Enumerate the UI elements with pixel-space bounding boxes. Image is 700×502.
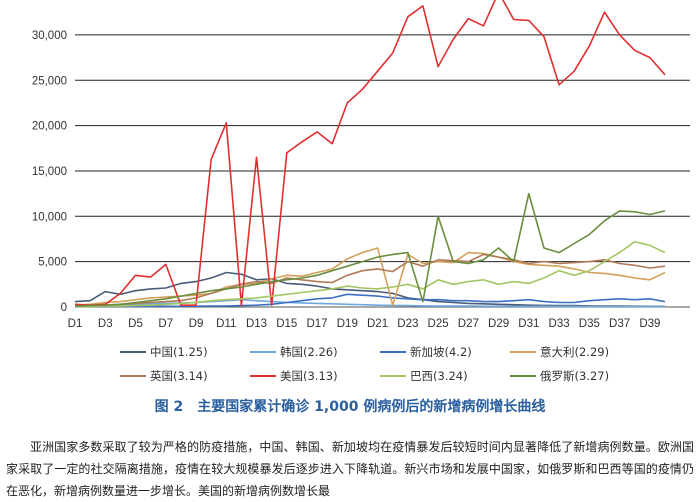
series-line [75, 293, 666, 308]
legend-item: 新加坡(4.2) [380, 344, 510, 360]
y-tick-label: 0 [61, 302, 67, 314]
x-tick-label: D23 [397, 318, 418, 330]
legend-label: 新加坡(4.2) [410, 345, 472, 359]
x-tick-label: D3 [98, 318, 113, 330]
x-tick-label: D25 [428, 318, 449, 330]
x-tick-label: D19 [337, 318, 358, 330]
series-line [74, 0, 666, 307]
legend-row: 英国(3.14) 美国(3.13) 巴西(3.24) 俄罗斯(3.27) [120, 364, 640, 388]
legend-swatch [250, 351, 276, 353]
y-tick-label: 20,000 [32, 121, 67, 133]
x-tick-label: D35 [579, 318, 600, 330]
x-tick-label: D13 [246, 318, 267, 330]
series-lines [74, 0, 666, 308]
x-tick-label: D21 [367, 318, 388, 330]
x-tick-label: D15 [276, 318, 297, 330]
legend-item: 中国(1.25) [120, 344, 250, 360]
legend-label: 美国(3.13) [280, 369, 338, 383]
x-tick-label: D27 [458, 318, 479, 330]
y-axis-tick-labels: 0 5,000 10,000 15,000 20,000 25,000 30,000 [32, 30, 67, 314]
x-tick-label: D37 [609, 318, 630, 330]
legend-swatch [380, 375, 406, 377]
y-tick-label: 25,000 [32, 75, 67, 87]
x-tick-label: D11 [216, 318, 236, 330]
y-tick-label: 5,000 [38, 257, 67, 269]
series-line [74, 192, 666, 307]
series-line [75, 240, 666, 308]
legend-swatch [380, 351, 406, 353]
legend-label: 中国(1.25) [150, 345, 208, 359]
x-tick-label: D29 [488, 318, 509, 330]
legend-swatch [250, 375, 276, 377]
chart-legend: 中国(1.25) 韩国(2.26) 新加坡(4.2) 意大利(2.29) 英国(3.14… [120, 340, 640, 388]
y-tick-label: 10,000 [32, 211, 67, 223]
legend-item: 英国(3.14) [120, 368, 250, 384]
x-tick-label: D39 [639, 318, 660, 330]
x-tick-label: D17 [306, 318, 327, 330]
legend-label: 意大利(2.29) [540, 345, 610, 359]
x-tick-label: D9 [189, 318, 204, 330]
legend-item: 美国(3.13) [250, 368, 380, 384]
body-paragraph: 亚洲国家多数采取了较为严格的防疫措施，中国、韩国、新加坡均在疫情暴发后较短时间内… [6, 440, 694, 498]
legend-swatch [120, 375, 146, 377]
legend-item: 意大利(2.29) [510, 344, 640, 360]
series-line [74, 247, 666, 307]
legend-swatch [120, 351, 146, 353]
x-axis-tick-labels: D1 D3 D5 D7 D9 D11 D13 D15 D17 D19 D21 D23 D25 D27 D29… [68, 318, 661, 330]
legend-label: 韩国(2.26) [280, 345, 338, 359]
x-tick-label: D7 [158, 318, 173, 330]
series-line [74, 253, 666, 307]
y-tick-label: 30,000 [32, 30, 67, 42]
legend-item: 俄罗斯(3.27) [510, 368, 640, 384]
x-tick-label: D5 [128, 318, 143, 330]
legend-row: 中国(1.25) 韩国(2.26) 新加坡(4.2) 意大利(2.29) [120, 340, 640, 364]
figure-caption: 图 2 主要国家累计确诊 1,000 例病例后的新增病例增长曲线 [154, 399, 546, 415]
legend-label: 英国(3.14) [150, 369, 208, 383]
legend-swatch [510, 351, 536, 353]
legend-swatch [510, 375, 536, 377]
gridlines [75, 34, 690, 308]
legend-label: 俄罗斯(3.27) [540, 369, 610, 383]
x-tick-label: D33 [549, 318, 570, 330]
legend-label: 巴西(3.24) [410, 369, 468, 383]
legend-item: 韩国(2.26) [250, 344, 380, 360]
x-tick-label: D31 [518, 318, 539, 330]
y-tick-label: 15,000 [32, 166, 67, 178]
legend-item: 巴西(3.24) [380, 368, 510, 384]
x-tick-label: D1 [68, 318, 83, 330]
